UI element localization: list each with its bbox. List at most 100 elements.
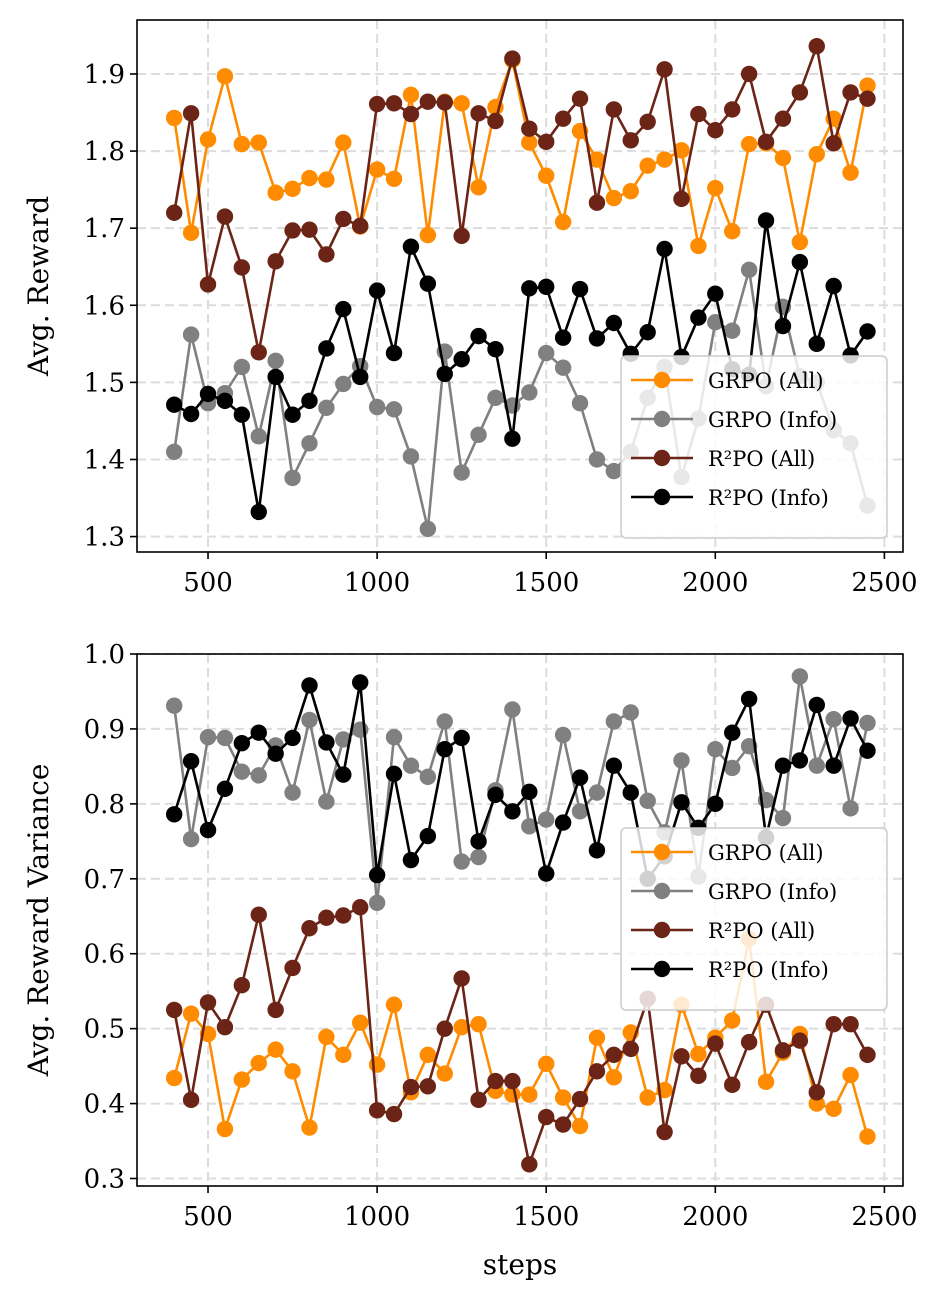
- reward-grpo-all-point: [521, 134, 538, 151]
- variance-r2po-info-point: [335, 766, 352, 783]
- reward-r2po-info-point: [571, 280, 589, 298]
- variance-y-axis-label: Avg. Reward Variance: [22, 764, 55, 1078]
- reward-r2po-all-point: [335, 210, 352, 228]
- reward-r2po-all-point: [808, 38, 825, 55]
- reward-r2po-all-point: [554, 110, 572, 127]
- variance-y-tick-label: 0.6: [84, 940, 125, 970]
- reward-r2po-all-point: [453, 227, 470, 245]
- variance-grpo-info-point: [554, 726, 572, 744]
- reward-r2po-all-point: [622, 132, 639, 149]
- variance-r2po-all-point: [538, 1108, 555, 1126]
- variance-r2po-all-point: [842, 1015, 859, 1033]
- variance-r2po-all-point: [774, 1042, 792, 1059]
- variance-r2po-all-point: [402, 1078, 420, 1096]
- variance-r2po-all-point: [707, 1035, 724, 1052]
- reward-r2po-all-point: [842, 84, 859, 101]
- variance-r2po-all-point: [199, 994, 217, 1011]
- variance-grpo-all-point: [571, 1117, 589, 1135]
- reward-grpo-all-point: [740, 135, 758, 153]
- reward-legend-grpo-all-marker: [653, 371, 671, 389]
- reward-grpo-all-point: [385, 170, 403, 188]
- reward-r2po-info-point: [554, 329, 572, 346]
- variance-x-tick-label: 1500: [513, 1202, 579, 1232]
- reward-r2po-all-point: [639, 113, 656, 130]
- variance-legend-grpo-info-label: GRPO (Info): [708, 880, 837, 904]
- variance-x-tick-label: 2000: [682, 1202, 748, 1232]
- variance-r2po-info-point: [216, 780, 234, 798]
- variance-grpo-info-point: [385, 728, 403, 746]
- reward-r2po-info-point: [436, 365, 453, 383]
- reward-r2po-all-point: [791, 84, 809, 101]
- variance-r2po-all-point: [808, 1084, 825, 1101]
- variance-r2po-info-point: [199, 821, 217, 839]
- variance-r2po-info-point: [724, 724, 741, 741]
- reward-r2po-all-point: [605, 101, 623, 118]
- reward-r2po-info-point: [166, 396, 183, 413]
- reward-r2po-all-point: [859, 90, 876, 107]
- reward-r2po-all-point: [284, 222, 301, 239]
- reward-grpo-info-point: [521, 384, 538, 401]
- variance-axes-frame: [136, 653, 904, 1187]
- variance-r2po-all-point: [791, 1032, 809, 1049]
- reward-grpo-all-point: [182, 224, 200, 241]
- variance-r2po-info-point: [554, 814, 572, 831]
- reward-r2po-all-point: [402, 105, 420, 123]
- variance-r2po-all-point: [656, 1123, 673, 1141]
- variance-r2po-all-point: [825, 1015, 842, 1033]
- reward-r2po-info-point: [250, 503, 267, 521]
- variance-r2po-info-point: [791, 752, 809, 769]
- reward-r2po-info-point: [808, 335, 825, 353]
- reward-r2po-all-point: [571, 90, 589, 107]
- reward-r2po-all-point: [250, 344, 267, 361]
- reward-y-tick-label: 1.3: [84, 523, 125, 553]
- variance-r2po-all-point: [335, 907, 352, 924]
- variance-legend-r2po-info-marker: [653, 960, 671, 978]
- reward-r2po-all-point: [538, 133, 555, 151]
- variance-r2po-info-point: [301, 677, 318, 694]
- reward-grpo-all-point: [453, 95, 470, 112]
- variance-r2po-all-point: [318, 909, 335, 926]
- reward-grpo-all-point: [724, 223, 741, 240]
- reward-legend-grpo-info-marker: [653, 410, 671, 428]
- variance-r2po-info-point: [368, 866, 386, 884]
- variance-r2po-all-point: [216, 1018, 234, 1036]
- variance-grpo-all-point: [182, 1005, 200, 1022]
- variance-grpo-info-point: [825, 710, 842, 728]
- reward-panel: 500 1000 1500 2000 2500 1.3 1.4 1.5 1.6 1.7 1.8 1.9…: [22, 19, 917, 598]
- reward-grpo-info-point: [453, 464, 470, 481]
- variance-r2po-all-point: [673, 1048, 690, 1065]
- reward-x-tick-label: 2000: [682, 568, 748, 598]
- reward-r2po-info-point: [318, 340, 335, 357]
- reward-r2po-all-point: [504, 50, 521, 67]
- reward-r2po-info-point: [182, 405, 200, 423]
- reward-r2po-info-point: [757, 212, 775, 229]
- reward-r2po-info-point: [774, 317, 792, 335]
- variance-grpo-all-point: [538, 1055, 555, 1073]
- reward-legend-r2po-all-label: R²PO (All): [708, 447, 815, 471]
- reward-grpo-info-point: [182, 326, 200, 343]
- variance-y-tick-label: 0.5: [84, 1015, 125, 1045]
- variance-r2po-all-point: [419, 1078, 437, 1095]
- variance-r2po-info-point: [487, 786, 504, 804]
- reward-r2po-all-point: [368, 95, 386, 113]
- variance-grpo-all-point: [724, 1012, 741, 1029]
- variance-grpo-info-point: [673, 752, 690, 769]
- variance-y-tick-label: 0.3: [84, 1165, 125, 1195]
- reward-r2po-all-point: [352, 217, 369, 235]
- reward-r2po-all-point: [301, 221, 318, 238]
- reward-r2po-info-point: [487, 341, 504, 358]
- reward-legend-r2po-info-label: R²PO (Info): [708, 486, 829, 510]
- reward-grpo-all-point: [605, 189, 623, 207]
- reward-grpo-all-point: [842, 164, 859, 181]
- variance-grpo-info-point: [774, 809, 792, 827]
- reward-legend-box: [620, 355, 888, 539]
- variance-grpo-info-point: [284, 784, 301, 801]
- variance-r2po-info-point: [402, 851, 420, 869]
- variance-r2po-info-point: [740, 690, 758, 708]
- reward-grpo-all-point: [284, 180, 301, 198]
- variance-grpo-info-point: [622, 704, 639, 721]
- reward-y-tick-label: 1.7: [84, 214, 125, 244]
- reward-r2po-info-point: [233, 406, 251, 423]
- variance-x-tick-label: 1000: [344, 1202, 410, 1232]
- variance-x-tick-label: 2500: [851, 1202, 917, 1232]
